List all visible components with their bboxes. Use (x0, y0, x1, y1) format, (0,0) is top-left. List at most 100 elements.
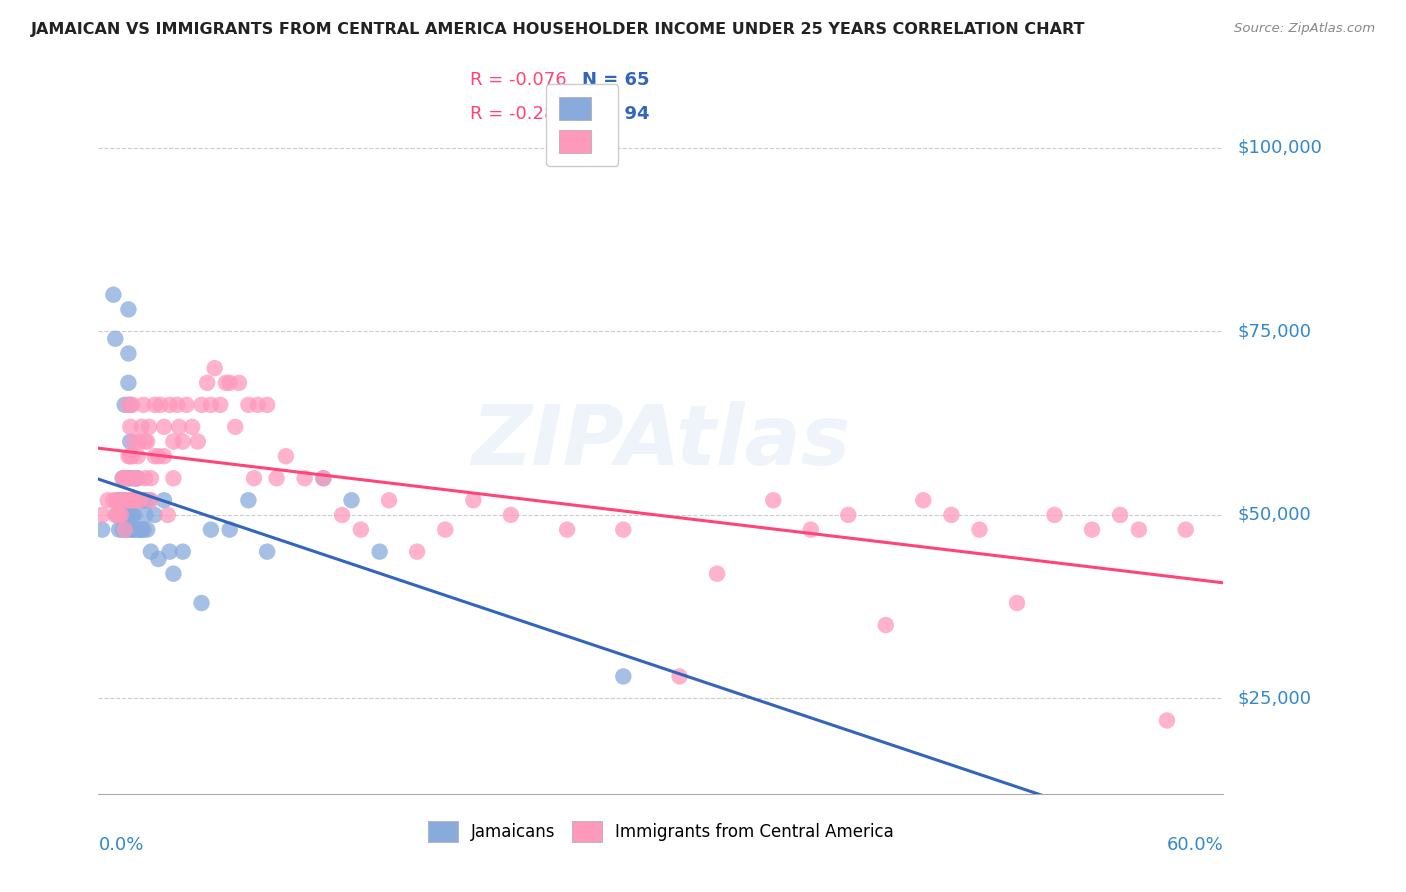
Point (120, 523, 142, 537)
Point (153, 493, 176, 508)
Point (115, 508, 138, 522)
Point (162, 566, 184, 581)
Point (103, 287, 125, 301)
Point (499, 508, 522, 522)
Point (134, 471, 156, 485)
Point (187, 434, 209, 449)
Point (136, 434, 159, 449)
Point (104, 332, 127, 346)
Point (127, 471, 149, 485)
Point (294, 471, 316, 485)
Point (176, 398, 198, 412)
Point (139, 493, 162, 508)
Point (110, 493, 132, 508)
Point (463, 493, 485, 508)
Text: N = 65: N = 65 (582, 71, 650, 89)
Point (228, 376, 250, 390)
Point (243, 471, 266, 485)
Point (122, 493, 145, 508)
Text: R = -0.288: R = -0.288 (470, 105, 567, 123)
Point (132, 398, 155, 412)
Point (121, 508, 143, 522)
Point (104, 508, 127, 522)
Point (115, 493, 138, 508)
Point (1043, 508, 1066, 522)
Point (224, 420, 246, 434)
Point (330, 508, 353, 522)
Point (122, 471, 145, 485)
Text: $75,000: $75,000 (1237, 322, 1312, 341)
Point (555, 523, 578, 537)
Point (1005, 596, 1028, 610)
Point (125, 493, 148, 508)
Point (668, 669, 690, 683)
Point (117, 471, 139, 485)
Text: $50,000: $50,000 (1237, 506, 1310, 524)
Point (132, 493, 155, 508)
Point (134, 493, 156, 508)
Point (166, 398, 188, 412)
Point (120, 471, 142, 485)
Point (122, 508, 145, 522)
Point (132, 523, 155, 537)
Point (105, 493, 128, 508)
Point (912, 493, 935, 508)
Point (122, 434, 145, 449)
Point (121, 398, 143, 412)
Point (368, 544, 391, 558)
Point (139, 544, 162, 558)
Point (136, 523, 159, 537)
Text: 60.0%: 60.0% (1167, 836, 1223, 855)
Point (762, 493, 785, 508)
Point (612, 523, 634, 537)
Point (115, 493, 138, 508)
Point (215, 376, 238, 390)
Point (340, 493, 363, 508)
Text: Source: ZipAtlas.com: Source: ZipAtlas.com (1234, 22, 1375, 36)
Point (120, 493, 142, 508)
Point (108, 508, 131, 522)
Point (120, 434, 142, 449)
Point (190, 398, 212, 412)
Point (800, 523, 823, 537)
Point (117, 302, 139, 317)
Point (120, 493, 142, 508)
Point (1081, 523, 1104, 537)
Point (143, 508, 166, 522)
Point (875, 618, 897, 632)
Point (121, 508, 143, 522)
Point (143, 398, 166, 412)
Point (1156, 714, 1178, 728)
Point (378, 493, 401, 508)
Point (110, 508, 132, 522)
Point (121, 449, 143, 463)
Point (91, 523, 114, 537)
Point (159, 544, 181, 558)
Point (312, 471, 335, 485)
Text: R = -0.076: R = -0.076 (470, 71, 567, 89)
Legend: Jamaicans, Immigrants from Central America: Jamaicans, Immigrants from Central Ameri… (420, 814, 901, 849)
Point (131, 420, 153, 434)
Point (115, 523, 138, 537)
Point (139, 471, 162, 485)
Point (111, 493, 134, 508)
Point (91, 508, 114, 522)
Point (128, 434, 150, 449)
Point (190, 596, 212, 610)
Point (153, 449, 176, 463)
Point (103, 493, 125, 508)
Point (153, 420, 176, 434)
Point (209, 398, 232, 412)
Point (117, 398, 139, 412)
Point (238, 493, 260, 508)
Point (837, 508, 859, 522)
Point (128, 493, 150, 508)
Point (149, 398, 172, 412)
Point (266, 471, 288, 485)
Point (114, 471, 136, 485)
Point (406, 544, 429, 558)
Point (131, 523, 153, 537)
Point (159, 398, 181, 412)
Point (138, 420, 160, 434)
Point (108, 523, 131, 537)
